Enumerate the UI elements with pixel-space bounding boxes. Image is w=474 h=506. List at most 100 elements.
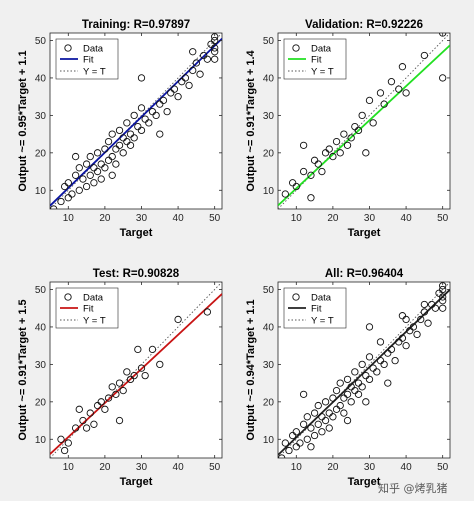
y-tick-label: 30: [263, 360, 275, 371]
y-axis-label: Output ~= 0.95*Target + 1.1: [17, 50, 29, 191]
data-point: [325, 409, 333, 417]
x-tick-label: 20: [327, 213, 339, 224]
data-point: [115, 416, 124, 425]
data-point: [64, 439, 72, 447]
subplot-4: 10 20 30 40 50 10 20 30 40 50 All: R=0.96404 Target…: [245, 268, 451, 488]
data-point: [439, 304, 447, 312]
data-point: [373, 368, 381, 376]
data-point: [170, 85, 179, 93]
data-point: [439, 74, 447, 82]
data-point: [340, 394, 348, 402]
data-point: [200, 51, 208, 60]
data-point: [174, 315, 182, 324]
data-point: [365, 353, 374, 361]
data-point: [60, 182, 69, 191]
data-point: [148, 107, 157, 116]
data-point: [115, 141, 124, 149]
data-point: [307, 443, 315, 451]
data-point: [365, 96, 374, 105]
data-point: [384, 349, 392, 357]
data-point: [211, 48, 219, 56]
data-point: [351, 386, 359, 395]
data-point: [376, 89, 385, 97]
data-point: [159, 96, 168, 105]
subplot-1: 10 20 30 40 50 10 20 30 40 50 Training: R=0.97897 T…: [17, 19, 223, 239]
legend-marker-data: [292, 293, 300, 301]
data-point: [181, 74, 190, 82]
data-point: [174, 93, 182, 101]
data-point: [50, 205, 58, 209]
data-point: [340, 409, 348, 417]
data-point: [369, 364, 377, 372]
x-tick-label: 50: [209, 213, 221, 224]
y-axis-label: Output ~= 0.94*Target + 1.1: [245, 299, 257, 440]
data-point: [439, 33, 447, 37]
plot-content: [50, 33, 222, 209]
legend-marker-data: [64, 44, 72, 52]
data-point: [126, 130, 135, 138]
data-point: [137, 104, 146, 112]
data-point: [108, 171, 116, 179]
data-point: [278, 454, 286, 458]
data-point: [387, 78, 396, 86]
data-point: [203, 55, 212, 63]
data-point: [71, 171, 80, 179]
data-point: [318, 413, 326, 421]
data-point: [413, 330, 421, 339]
data-point: [101, 164, 109, 172]
data-point: [192, 59, 201, 67]
legend-entry: Y = T: [83, 67, 106, 78]
fit-line: [278, 288, 450, 456]
data-point: [343, 375, 352, 384]
x-tick-label: 20: [99, 213, 111, 224]
x-tick-label: 40: [401, 462, 413, 473]
data-point: [439, 285, 447, 294]
data-point: [303, 435, 311, 443]
data-point: [343, 141, 352, 149]
data-point: [75, 405, 83, 413]
subplot-2: 10 20 30 40 50 10 20 30 40 50 Validation: R=0.9222…: [245, 19, 451, 239]
data-point: [163, 107, 171, 116]
y-tick-label: 10: [263, 186, 275, 197]
data-point: [387, 345, 396, 354]
x-tick-label: 50: [437, 213, 449, 224]
data-point: [307, 171, 315, 179]
y-tick-label: 20: [263, 397, 275, 408]
data-point: [211, 55, 219, 63]
data-point: [97, 398, 105, 406]
data-point: [314, 420, 322, 428]
data-point: [134, 122, 142, 131]
y-tick-label: 50: [263, 36, 275, 47]
data-point: [395, 85, 403, 93]
data-point: [314, 401, 322, 410]
data-point: [420, 300, 429, 309]
data-point: [343, 416, 352, 425]
plot-content: [278, 33, 450, 209]
data-point: [137, 126, 146, 135]
chart-title: All: R=0.96404: [325, 268, 404, 280]
data-point: [358, 383, 366, 391]
x-tick-label: 10: [63, 213, 75, 224]
data-point: [398, 63, 407, 71]
data-point: [86, 171, 94, 179]
x-tick-label: 30: [136, 213, 148, 224]
data-point: [119, 149, 127, 157]
fit-line: [278, 44, 450, 207]
data-point: [126, 375, 135, 384]
data-point: [130, 111, 138, 120]
legend-entry: Y = T: [311, 67, 334, 78]
data-point: [211, 44, 219, 52]
data-point: [104, 137, 113, 146]
data-point: [115, 126, 124, 135]
y-tick-label: 50: [35, 285, 47, 296]
x-tick-label: 30: [364, 213, 376, 224]
data-point: [351, 122, 359, 131]
data-point: [57, 435, 65, 443]
data-point: [439, 293, 447, 301]
data-point: [321, 416, 330, 425]
data-point: [365, 375, 374, 384]
data-point: [351, 368, 359, 376]
data-point: [402, 89, 410, 97]
